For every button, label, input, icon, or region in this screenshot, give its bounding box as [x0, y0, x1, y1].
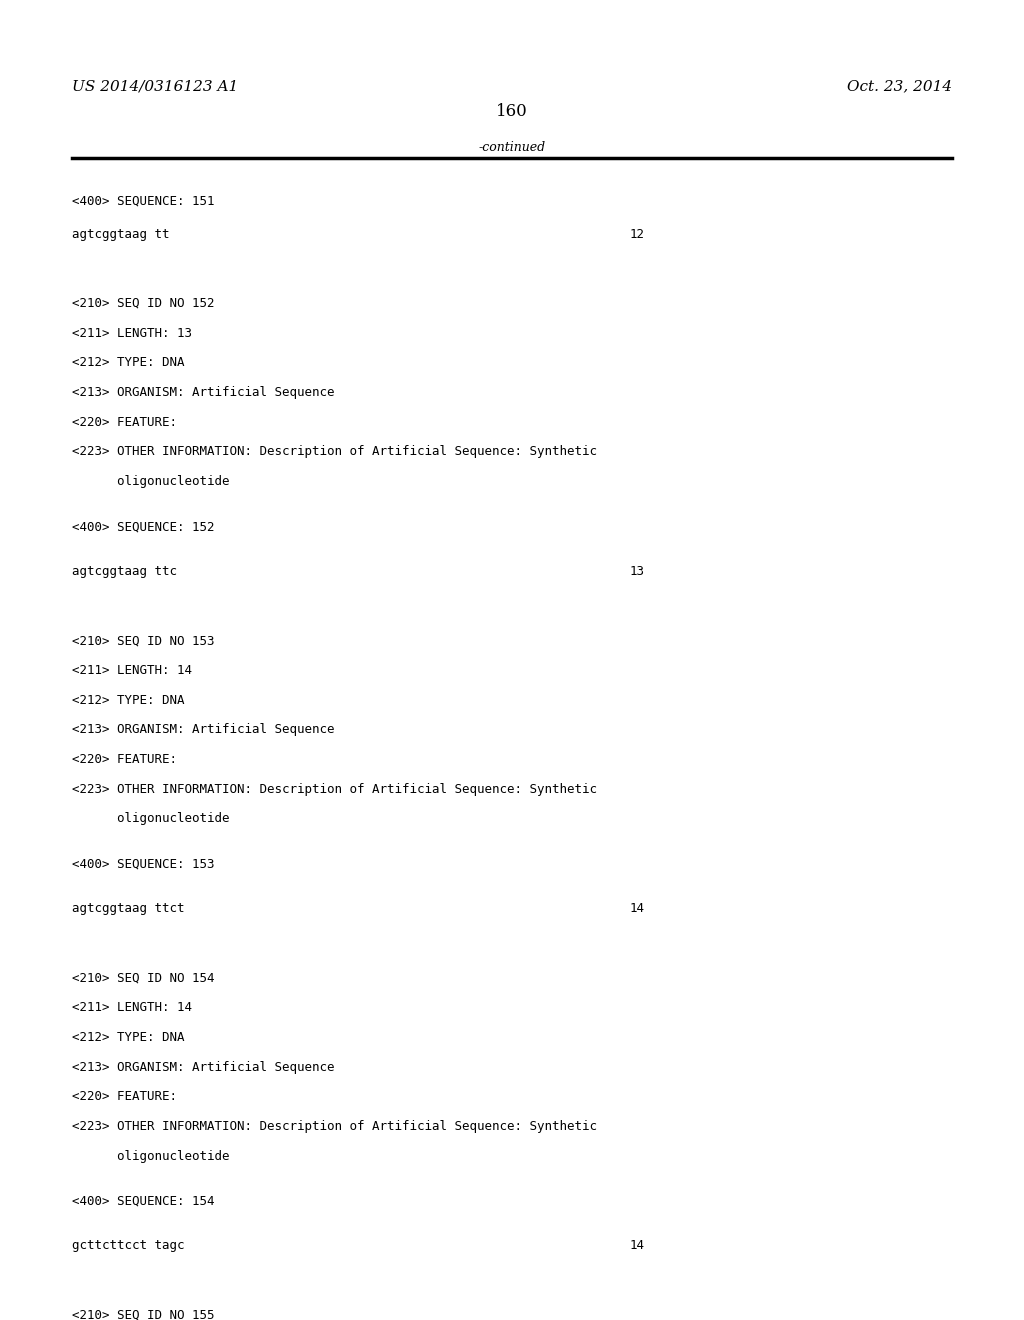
Text: <212> TYPE: DNA: <212> TYPE: DNA — [72, 693, 184, 706]
Text: <210> SEQ ID NO 153: <210> SEQ ID NO 153 — [72, 634, 214, 647]
Text: 160: 160 — [496, 103, 528, 120]
Text: -continued: -continued — [478, 141, 546, 154]
Text: 14: 14 — [630, 1239, 645, 1253]
Text: oligonucleotide: oligonucleotide — [72, 812, 229, 825]
Text: <400> SEQUENCE: 152: <400> SEQUENCE: 152 — [72, 520, 214, 533]
Text: <220> FEATURE:: <220> FEATURE: — [72, 752, 177, 766]
Text: agtcggtaag ttct: agtcggtaag ttct — [72, 902, 184, 915]
Text: <400> SEQUENCE: 154: <400> SEQUENCE: 154 — [72, 1195, 214, 1208]
Text: US 2014/0316123 A1: US 2014/0316123 A1 — [72, 79, 238, 94]
Text: <223> OTHER INFORMATION: Description of Artificial Sequence: Synthetic: <223> OTHER INFORMATION: Description of … — [72, 445, 597, 458]
Text: <210> SEQ ID NO 155: <210> SEQ ID NO 155 — [72, 1308, 214, 1320]
Text: <212> TYPE: DNA: <212> TYPE: DNA — [72, 1031, 184, 1044]
Text: Oct. 23, 2014: Oct. 23, 2014 — [847, 79, 952, 94]
Text: 14: 14 — [630, 902, 645, 915]
Text: <213> ORGANISM: Artificial Sequence: <213> ORGANISM: Artificial Sequence — [72, 1060, 334, 1073]
Text: <223> OTHER INFORMATION: Description of Artificial Sequence: Synthetic: <223> OTHER INFORMATION: Description of … — [72, 783, 597, 796]
Text: <400> SEQUENCE: 153: <400> SEQUENCE: 153 — [72, 857, 214, 870]
Text: <213> ORGANISM: Artificial Sequence: <213> ORGANISM: Artificial Sequence — [72, 385, 334, 399]
Text: <220> FEATURE:: <220> FEATURE: — [72, 416, 177, 429]
Text: oligonucleotide: oligonucleotide — [72, 1150, 229, 1163]
Text: <211> LENGTH: 13: <211> LENGTH: 13 — [72, 326, 191, 339]
Text: agtcggtaag ttc: agtcggtaag ttc — [72, 565, 177, 578]
Text: <220> FEATURE:: <220> FEATURE: — [72, 1090, 177, 1104]
Text: <223> OTHER INFORMATION: Description of Artificial Sequence: Synthetic: <223> OTHER INFORMATION: Description of … — [72, 1119, 597, 1133]
Text: 12: 12 — [630, 227, 645, 240]
Text: <210> SEQ ID NO 154: <210> SEQ ID NO 154 — [72, 972, 214, 985]
Text: gcttcttcct tagc: gcttcttcct tagc — [72, 1239, 184, 1253]
Text: <212> TYPE: DNA: <212> TYPE: DNA — [72, 356, 184, 370]
Text: <211> LENGTH: 14: <211> LENGTH: 14 — [72, 1001, 191, 1014]
Text: <213> ORGANISM: Artificial Sequence: <213> ORGANISM: Artificial Sequence — [72, 723, 334, 737]
Text: <400> SEQUENCE: 151: <400> SEQUENCE: 151 — [72, 194, 214, 207]
Text: 13: 13 — [630, 565, 645, 578]
Text: <210> SEQ ID NO 152: <210> SEQ ID NO 152 — [72, 297, 214, 310]
Text: oligonucleotide: oligonucleotide — [72, 475, 229, 488]
Text: <211> LENGTH: 14: <211> LENGTH: 14 — [72, 664, 191, 677]
Text: agtcggtaag tt: agtcggtaag tt — [72, 227, 169, 240]
